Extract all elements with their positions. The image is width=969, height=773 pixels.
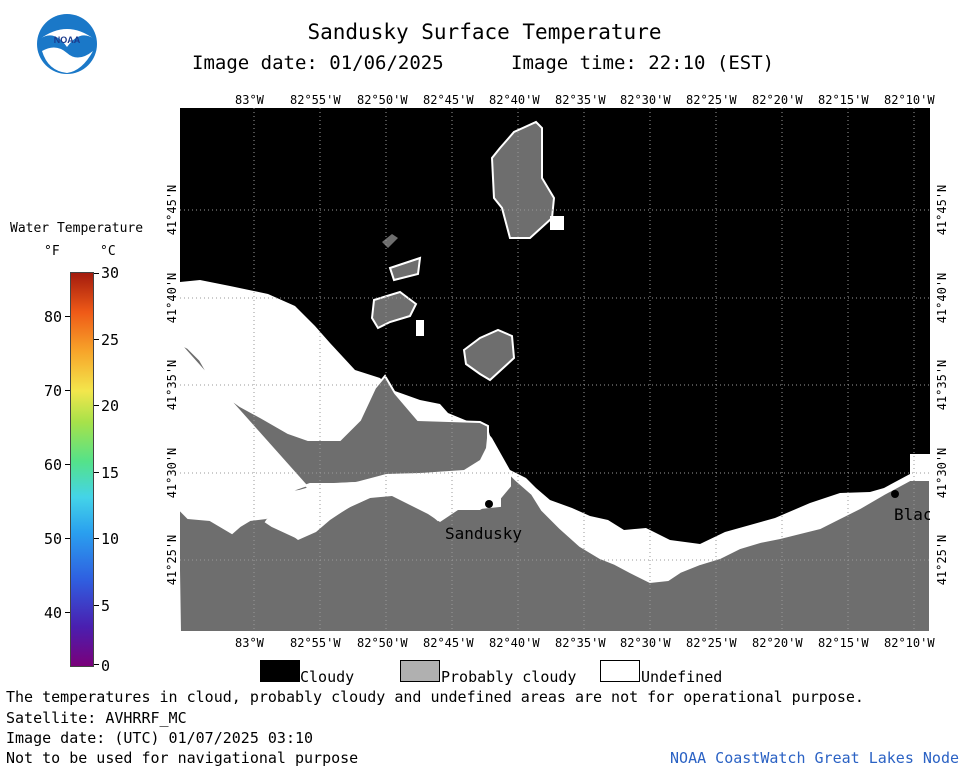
lat-label-right: 41°40'N [935, 272, 949, 324]
colorbar-unit-c: °C [100, 244, 116, 259]
colorbar-c-tick: 0 [101, 657, 111, 675]
lat-label-left: 41°35'N [165, 359, 179, 411]
lon-label-top: 82°45'W [423, 93, 474, 107]
probably-cloudy-area [462, 328, 516, 382]
colorbar-c-tick: 30 [101, 264, 120, 282]
lon-label-bottom: 82°25'W [686, 636, 737, 650]
temperature-colorbar [70, 272, 94, 667]
legend-label-undefined: Undefined [641, 668, 723, 686]
lon-label-top: 82°30'W [620, 93, 671, 107]
probably-cloudy-area [370, 290, 418, 330]
colorbar-c-tick: 25 [101, 331, 120, 349]
lon-label-bottom: 82°50'W [357, 636, 408, 650]
sandusky-marker [485, 500, 493, 508]
lon-label-bottom: 82°10'W [884, 636, 935, 650]
lat-label-left: 41°45'N [165, 184, 179, 236]
lat-label-left: 41°40'N [165, 272, 179, 324]
colorbar-c-tick: 10 [101, 530, 120, 548]
lat-label-right: 41°45'N [935, 184, 949, 236]
lon-label-top: 82°55'W [290, 93, 341, 107]
lon-label-bottom: 82°40'W [489, 636, 540, 650]
lat-label-right: 41°25'N [935, 534, 949, 586]
image-time: Image time: 22:10 (EST) [511, 52, 775, 74]
lon-label-top: 82°20'W [752, 93, 803, 107]
legend-label-probably-cloudy: Probably cloudy [441, 668, 577, 686]
colorbar-f-tick: 50 [43, 530, 62, 548]
colorbar-f-tick: 60 [43, 456, 62, 474]
lon-label-bottom: 82°20'W [752, 636, 803, 650]
lat-label-left: 41°25'N [165, 534, 179, 586]
colorbar-f-tick: 40 [43, 604, 62, 622]
noaa-logo-text: NOAA [54, 35, 81, 45]
colorbar-c-tick: 5 [101, 597, 111, 615]
satellite-text: Satellite: AVHRRF_MC [6, 709, 187, 727]
lon-label-top: 82°40'W [489, 93, 540, 107]
disclaimer-text: The temperatures in cloud, probably clou… [6, 688, 864, 706]
lon-label-bottom: 82°55'W [290, 636, 341, 650]
lon-label-bottom: 82°35'W [555, 636, 606, 650]
colorbar-title: Water Temperature [10, 221, 144, 236]
lon-label-top: 82°50'W [357, 93, 408, 107]
image-date: Image date: 01/06/2025 [192, 52, 444, 74]
lon-label-top: 82°35'W [555, 93, 606, 107]
legend-swatch-probably-cloudy [400, 660, 440, 682]
lon-label-top: 83°W [235, 93, 264, 107]
place-label-blac: Blac [894, 505, 930, 524]
legend-swatch-undefined [600, 660, 640, 682]
utc-date-text: Image date: (UTC) 01/07/2025 03:10 [6, 729, 314, 747]
colorbar-unit-f: °F [44, 244, 60, 259]
lon-label-top: 82°10'W [884, 93, 935, 107]
lon-label-bottom: 82°30'W [620, 636, 671, 650]
blac-marker [891, 490, 899, 498]
lat-label-right: 41°30'N [935, 447, 949, 499]
lon-label-bottom: 82°45'W [423, 636, 474, 650]
bay-undefined [270, 428, 510, 540]
nav-warning-text: Not to be used for navigational purpose [6, 749, 359, 767]
noaa-logo: NOAA [36, 13, 98, 75]
colorbar-f-tick: 80 [43, 308, 62, 326]
graticule [180, 108, 930, 632]
colorbar-f-tick: 70 [43, 382, 62, 400]
colorbar-c-tick: 15 [101, 464, 120, 482]
lat-label-right: 41°35'N [935, 359, 949, 411]
page-title: Sandusky Surface Temperature [307, 20, 662, 44]
probably-cloudy-area [388, 256, 422, 282]
lon-label-bottom: 83°W [235, 636, 264, 650]
lon-label-top: 82°25'W [686, 93, 737, 107]
lon-label-top: 82°15'W [818, 93, 869, 107]
lon-label-bottom: 82°15'W [818, 636, 869, 650]
colorbar-c-tick: 20 [101, 397, 120, 415]
lat-label-left: 41°30'N [165, 447, 179, 499]
map-panel: Sandusky Blac [180, 108, 930, 632]
legend-label-cloudy: Cloudy [300, 668, 355, 686]
place-label-sandusky: Sandusky [445, 524, 523, 543]
credit-text: NOAA CoastWatch Great Lakes Node [670, 749, 959, 767]
legend-swatch-cloudy [260, 660, 300, 682]
